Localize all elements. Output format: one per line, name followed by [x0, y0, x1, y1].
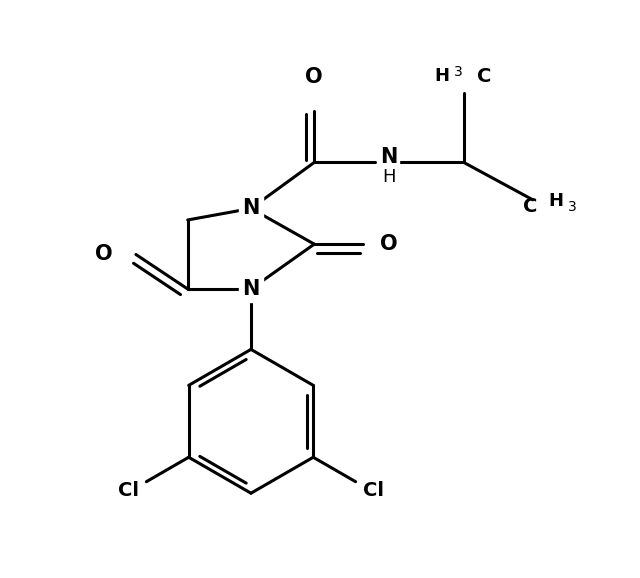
- Text: H: H: [435, 67, 449, 85]
- Text: H: H: [548, 192, 563, 210]
- Text: O: O: [95, 244, 113, 265]
- Text: Cl: Cl: [118, 481, 140, 500]
- Text: N: N: [243, 198, 260, 218]
- Text: C: C: [477, 66, 491, 86]
- Text: O: O: [380, 234, 398, 254]
- Text: H: H: [382, 168, 396, 186]
- Text: Cl: Cl: [362, 481, 383, 500]
- Text: O: O: [305, 67, 323, 87]
- Text: 3: 3: [568, 200, 577, 214]
- Text: 3: 3: [454, 65, 463, 79]
- Text: N: N: [380, 147, 397, 166]
- Text: N: N: [243, 279, 260, 299]
- Text: C: C: [523, 197, 537, 216]
